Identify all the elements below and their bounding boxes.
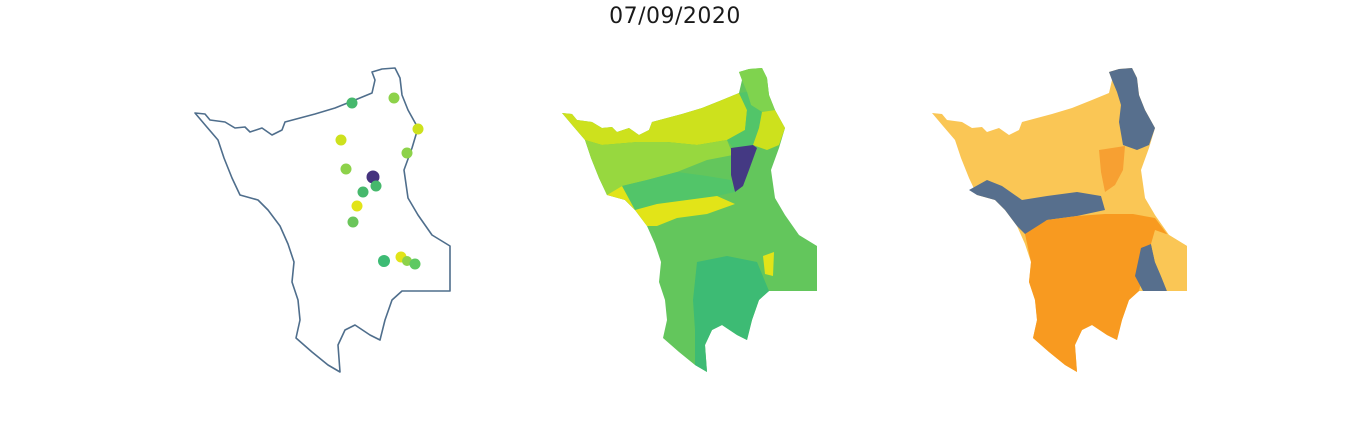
region-central-band <box>622 172 735 210</box>
region-east-light <box>1151 230 1187 291</box>
station-point <box>347 216 359 228</box>
station-point <box>340 163 352 175</box>
station-point <box>370 180 382 192</box>
region-slate-band <box>969 180 1105 236</box>
region-south <box>693 256 769 372</box>
region-small-yellow <box>763 252 774 276</box>
station-point <box>346 97 358 109</box>
region-central-orange <box>1099 146 1125 192</box>
station-point <box>412 123 424 135</box>
panel-stations-map <box>194 67 451 373</box>
station-point <box>402 256 412 266</box>
station-point <box>388 92 400 104</box>
region-southeast-slate <box>1135 244 1167 291</box>
station-point <box>409 258 421 270</box>
station-point <box>366 170 380 184</box>
station-points <box>335 92 424 270</box>
station-point <box>378 255 390 267</box>
figure-title: 07/09/2020 <box>609 4 741 29</box>
region-outline <box>194 67 451 373</box>
region-north-slate <box>1109 68 1155 150</box>
region-north <box>739 68 775 112</box>
panel-viridis-map <box>562 68 817 372</box>
station-point <box>357 186 369 198</box>
region-yellow-band <box>607 186 735 226</box>
region-nw <box>562 93 747 145</box>
region-south-orange <box>1025 214 1167 372</box>
panel-category-map <box>932 68 1187 372</box>
region-central-dark <box>731 145 757 192</box>
station-point <box>335 134 347 146</box>
region-west <box>585 140 733 195</box>
station-point <box>401 147 413 159</box>
region-northeast <box>753 110 785 150</box>
region-north-central <box>727 92 762 150</box>
station-point <box>351 200 363 212</box>
